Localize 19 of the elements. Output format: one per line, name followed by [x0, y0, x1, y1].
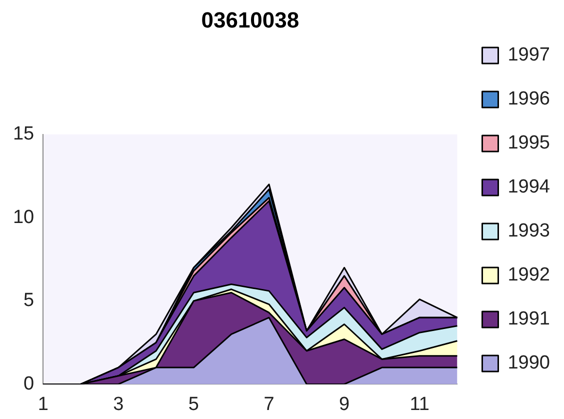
x-tick-label: 3 — [113, 394, 124, 415]
x-tick-label: 7 — [264, 394, 274, 415]
x-tick-label: 5 — [188, 394, 200, 415]
legend-label: 1995 — [508, 132, 550, 154]
x-tick-label: 9 — [339, 394, 350, 415]
legend-label: 1996 — [508, 88, 550, 110]
y-tick-label: 10 — [12, 206, 34, 228]
y-tick-label: 0 — [24, 373, 34, 394]
legend-label: 1997 — [508, 44, 550, 66]
y-tick-label: 5 — [24, 290, 34, 312]
x-tick-label: 11 — [410, 394, 430, 415]
chart-title: 03610038 — [201, 7, 300, 32]
legend-label: 1990 — [508, 352, 550, 374]
legend-label: 1994 — [508, 176, 550, 198]
y-tick-label: 15 — [12, 124, 34, 145]
legend-label: 1993 — [508, 220, 550, 242]
legend-label: 1991 — [508, 308, 550, 330]
legend-label: 1992 — [508, 264, 550, 286]
x-tick-label: 1 — [38, 394, 48, 415]
